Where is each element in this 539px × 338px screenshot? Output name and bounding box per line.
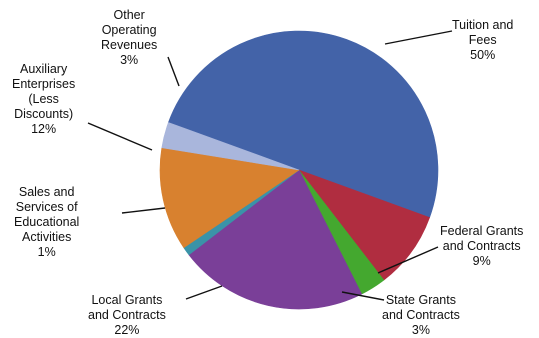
- label-local-line-1: Local Grants: [91, 293, 163, 307]
- pie-slice-tuition: [167, 30, 439, 218]
- label-tuition: Tuition and Fees 50%: [452, 18, 513, 63]
- label-tuition-value: 50%: [470, 48, 496, 62]
- leader-line-local: [185, 285, 223, 300]
- label-sales-line-4: Activities: [22, 230, 72, 244]
- leader-line-federal: [377, 246, 439, 274]
- label-state: State Grants and Contracts 3%: [382, 293, 460, 338]
- label-auxiliary: Auxiliary Enterprises (Less Discounts) 1…: [12, 62, 75, 137]
- label-federal-line-1: Federal Grants: [440, 224, 524, 238]
- label-other-line-1: Other: [113, 8, 145, 22]
- label-state-value: 3%: [411, 323, 430, 337]
- label-tuition-line-2: Fees: [468, 33, 497, 47]
- label-other-value: 3%: [120, 53, 139, 67]
- label-sales-line-3: Educational: [14, 215, 80, 229]
- label-auxiliary-line-2: Enterprises: [12, 77, 76, 91]
- label-auxiliary-line-3: (Less: [28, 92, 59, 106]
- leader-line-other: [167, 56, 180, 87]
- label-federal: Federal Grants and Contracts 9%: [440, 224, 523, 269]
- label-sales-line-2: Services of: [15, 200, 78, 214]
- label-state-line-2: and Contracts: [382, 308, 460, 322]
- leader-line-state: [341, 291, 385, 301]
- pie-slice-local: [188, 169, 363, 310]
- label-state-line-1: State Grants: [385, 293, 456, 307]
- pie-slice-other: [161, 122, 300, 171]
- label-other-line-2: Operating: [101, 23, 157, 37]
- label-local-value: 22%: [114, 323, 140, 337]
- label-federal-value: 9%: [472, 254, 491, 268]
- label-auxiliary-line-1: Auxiliary: [19, 62, 68, 76]
- label-auxiliary-value: 12%: [31, 122, 57, 136]
- label-federal-line-2: and Contracts: [442, 239, 521, 253]
- leader-line-auxiliary: [87, 122, 153, 151]
- label-tuition-line-1: Tuition and: [452, 18, 514, 32]
- label-local: Local Grants and Contracts 22%: [88, 293, 166, 338]
- pie-slice-auxiliary: [159, 147, 300, 249]
- leader-line-sales: [121, 207, 166, 214]
- label-other-line-3: Revenues: [101, 38, 158, 52]
- label-other: Other Operating Revenues 3%: [101, 8, 157, 68]
- label-sales-line-1: Sales and: [18, 185, 75, 199]
- label-sales: Sales and Services of Educational Activi…: [14, 185, 79, 260]
- label-auxiliary-line-4: Discounts): [14, 107, 74, 121]
- leader-line-tuition: [384, 30, 453, 45]
- label-sales-value: 1%: [37, 245, 56, 259]
- label-local-line-2: and Contracts: [88, 308, 166, 322]
- pie-slice-federal: [298, 169, 431, 281]
